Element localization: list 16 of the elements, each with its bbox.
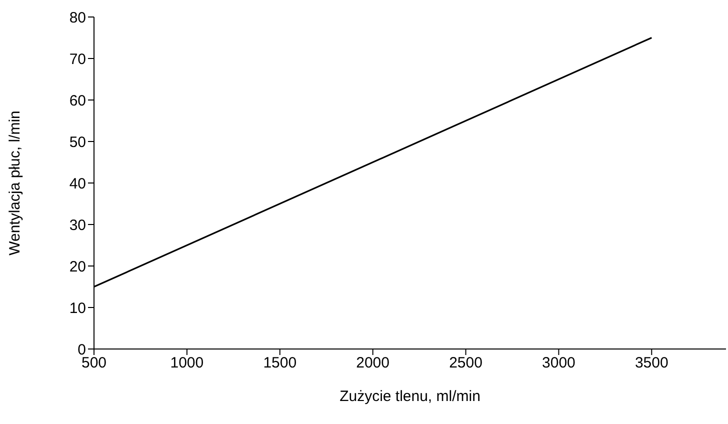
x-tick-label: 2000	[356, 354, 390, 372]
x-tick-label: 1000	[170, 354, 204, 372]
y-tick-label: 80	[69, 9, 86, 26]
x-tick-label: 1500	[263, 354, 297, 372]
y-tick-label: 70	[69, 50, 86, 68]
y-tick-label: 30	[69, 216, 86, 234]
y-tick-label: 20	[69, 258, 86, 276]
x-tick-label: 2500	[449, 354, 482, 372]
x-tick-label: 3000	[542, 354, 576, 372]
x-axis-title: Zużycie tlenu, ml/min	[340, 388, 480, 405]
y-tick-label: 60	[69, 92, 86, 110]
y-axis-title: Wentylacja płuc, l/min	[6, 110, 24, 256]
x-tick-label: 3500	[634, 354, 668, 372]
y-tick-label: 40	[69, 175, 86, 192]
y-tick-label: 50	[69, 134, 86, 151]
y-tick-label: 10	[69, 300, 86, 317]
